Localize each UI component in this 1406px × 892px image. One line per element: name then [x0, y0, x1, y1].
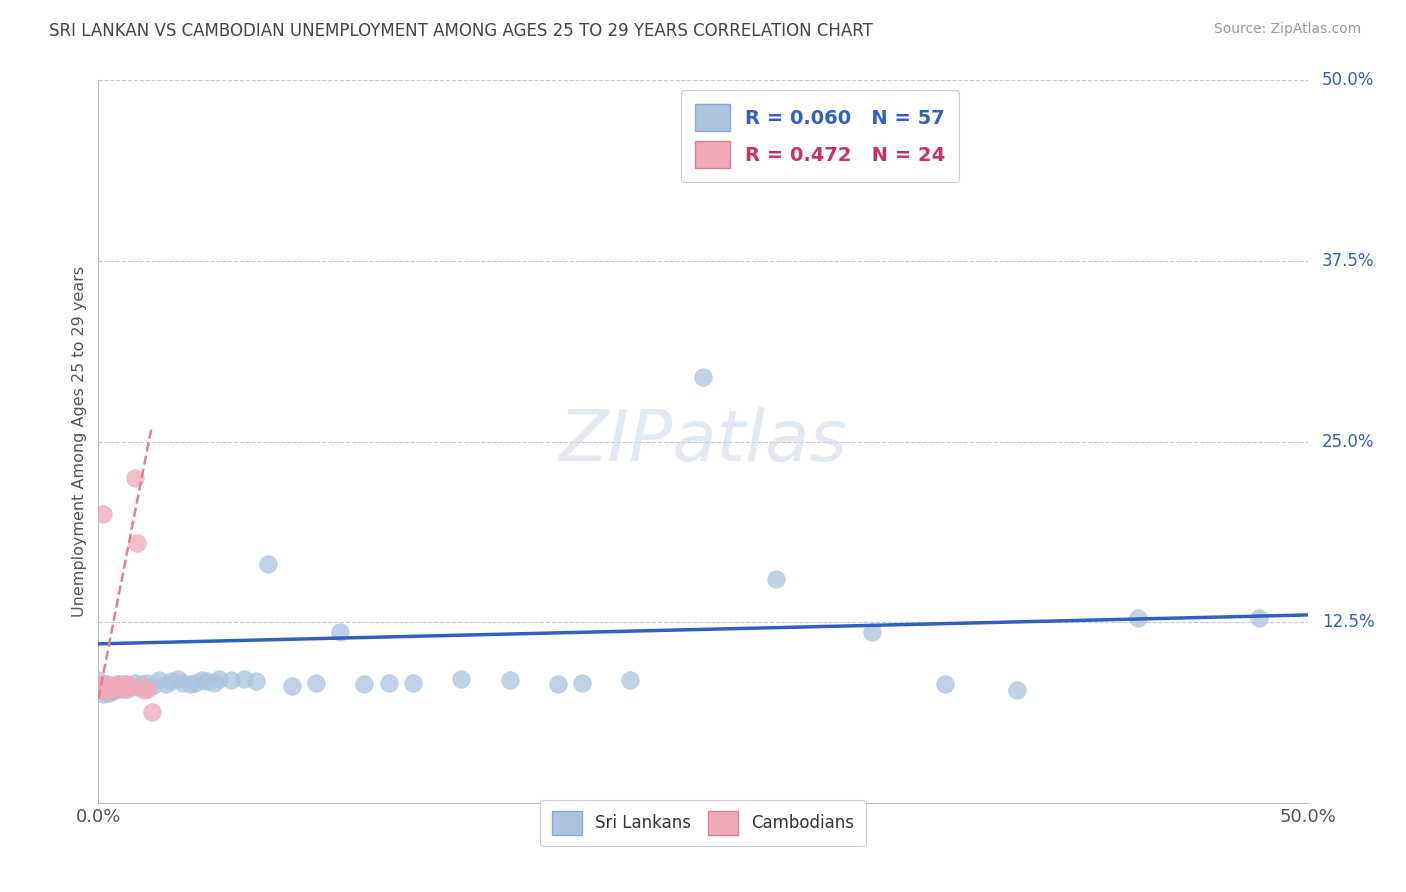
Point — [860, 625, 883, 640]
Point — [87, 681, 110, 696]
Point — [124, 676, 146, 690]
Point — [167, 672, 190, 686]
Point — [402, 676, 425, 690]
Point — [172, 676, 194, 690]
Point — [100, 683, 122, 698]
Point — [108, 680, 131, 694]
Point — [305, 676, 328, 690]
Point — [87, 677, 110, 691]
Point — [1249, 611, 1271, 625]
Text: 37.5%: 37.5% — [1322, 252, 1375, 270]
Point — [117, 677, 139, 691]
Point — [104, 683, 127, 698]
Point — [204, 676, 226, 690]
Point — [91, 687, 114, 701]
Point — [450, 672, 472, 686]
Point — [131, 680, 153, 694]
Point — [91, 677, 114, 691]
Point — [91, 677, 114, 691]
Point — [127, 535, 149, 549]
Point — [131, 677, 153, 691]
Point — [114, 677, 136, 691]
Point — [1007, 683, 1029, 698]
Point — [94, 683, 117, 698]
Text: SRI LANKAN VS CAMBODIAN UNEMPLOYMENT AMONG AGES 25 TO 29 YEARS CORRELATION CHART: SRI LANKAN VS CAMBODIAN UNEMPLOYMENT AMO… — [49, 22, 873, 40]
Point — [934, 677, 956, 691]
Point — [124, 470, 146, 484]
Point — [765, 572, 787, 586]
Point — [101, 680, 124, 694]
Point — [692, 369, 714, 384]
Text: 50.0%: 50.0% — [1322, 71, 1375, 89]
Point — [118, 679, 141, 693]
Point — [101, 680, 124, 694]
Point — [135, 676, 157, 690]
Point — [160, 674, 183, 689]
Point — [547, 677, 569, 691]
Point — [97, 686, 120, 700]
Point — [104, 681, 127, 696]
Point — [134, 683, 156, 698]
Point — [100, 681, 122, 696]
Point — [100, 684, 122, 698]
Text: ZIPatlas: ZIPatlas — [558, 407, 848, 476]
Point — [353, 677, 375, 691]
Point — [117, 681, 139, 696]
Point — [498, 673, 520, 687]
Point — [619, 673, 641, 687]
Point — [195, 674, 218, 689]
Point — [184, 676, 207, 690]
Point — [90, 680, 112, 694]
Point — [329, 625, 352, 640]
Text: 12.5%: 12.5% — [1322, 613, 1375, 632]
Point — [377, 676, 399, 690]
Point — [155, 677, 177, 691]
Point — [148, 673, 170, 687]
Point — [87, 673, 110, 687]
Point — [108, 681, 131, 696]
Text: 25.0%: 25.0% — [1322, 433, 1375, 450]
Point — [94, 683, 117, 698]
Point — [1128, 611, 1150, 625]
Point — [94, 680, 117, 694]
Point — [111, 680, 134, 694]
Point — [111, 677, 134, 691]
Point — [256, 558, 278, 572]
Point — [221, 673, 243, 687]
Text: Source: ZipAtlas.com: Source: ZipAtlas.com — [1213, 22, 1361, 37]
Point — [127, 680, 149, 694]
Point — [94, 680, 117, 694]
Point — [91, 507, 114, 521]
Point — [97, 681, 120, 696]
Point — [141, 705, 163, 719]
Point — [245, 674, 267, 689]
Point — [135, 681, 157, 696]
Point — [118, 679, 141, 693]
Point — [208, 672, 231, 686]
Point — [90, 680, 112, 694]
Point — [281, 679, 304, 693]
Point — [571, 676, 593, 690]
Point — [191, 673, 214, 687]
Point — [232, 672, 254, 686]
Point — [90, 683, 112, 698]
Point — [114, 681, 136, 696]
Point — [107, 677, 129, 691]
Legend: Sri Lankans, Cambodians: Sri Lankans, Cambodians — [540, 799, 866, 847]
Point — [97, 677, 120, 691]
Y-axis label: Unemployment Among Ages 25 to 29 years: Unemployment Among Ages 25 to 29 years — [72, 266, 87, 617]
Point — [179, 677, 201, 691]
Point — [107, 677, 129, 691]
Point — [141, 679, 163, 693]
Point — [90, 683, 112, 698]
